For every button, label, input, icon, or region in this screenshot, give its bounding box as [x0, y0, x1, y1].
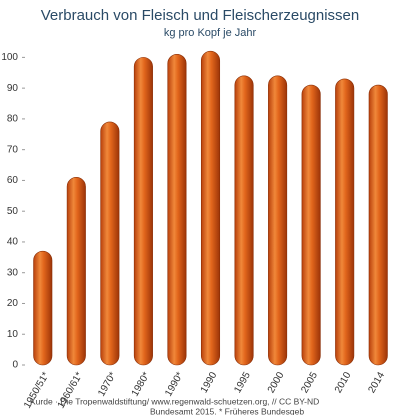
- source: Bundesamt 2015. * Früheres Bundesgeb: [150, 406, 304, 415]
- x-tick-label: 1990: [199, 370, 220, 395]
- y-tick-label: 60: [7, 175, 19, 186]
- y-tick-label: 100: [1, 52, 18, 63]
- bar: [368, 84, 388, 366]
- x-tick-label: 2010: [333, 370, 354, 395]
- chart-title: Verbrauch von Fleisch und Fleischerzeugn…: [41, 7, 360, 24]
- bar: [167, 54, 187, 366]
- x-tick-label: 2014: [366, 370, 387, 395]
- chart-subtitle: kg pro Kopf je Jahr: [164, 27, 257, 39]
- bar: [33, 250, 53, 366]
- y-tick-label: 90: [7, 83, 19, 94]
- y-tick-label: 40: [7, 237, 19, 248]
- y-tick-label: 0: [12, 360, 18, 371]
- y-tick-label: 10: [7, 329, 19, 340]
- y-tick-label: 30: [7, 267, 19, 278]
- bar: [66, 177, 86, 366]
- bar: [301, 84, 321, 366]
- source: Kurde · Die Tropenwaldstiftung/ www.rege…: [30, 396, 319, 406]
- bar: [200, 50, 221, 366]
- y-tick-label: 50: [7, 206, 19, 217]
- x-tick-label: 1970*: [96, 370, 119, 398]
- bar: [335, 78, 355, 366]
- bar: [268, 75, 288, 366]
- bar: [133, 57, 153, 366]
- bar: [100, 121, 120, 366]
- y-tick-label: 70: [7, 144, 19, 155]
- x-tick-label: 2005: [299, 370, 320, 395]
- x-tick-label: 2000: [266, 370, 287, 395]
- x-tick-label: 1980*: [130, 370, 153, 398]
- y-tick-label: 80: [7, 114, 19, 125]
- x-tick-label: 1995: [232, 370, 253, 395]
- bar: [234, 75, 254, 366]
- x-tick-label: 1990*: [163, 370, 186, 398]
- y-tick-label: 20: [7, 298, 19, 309]
